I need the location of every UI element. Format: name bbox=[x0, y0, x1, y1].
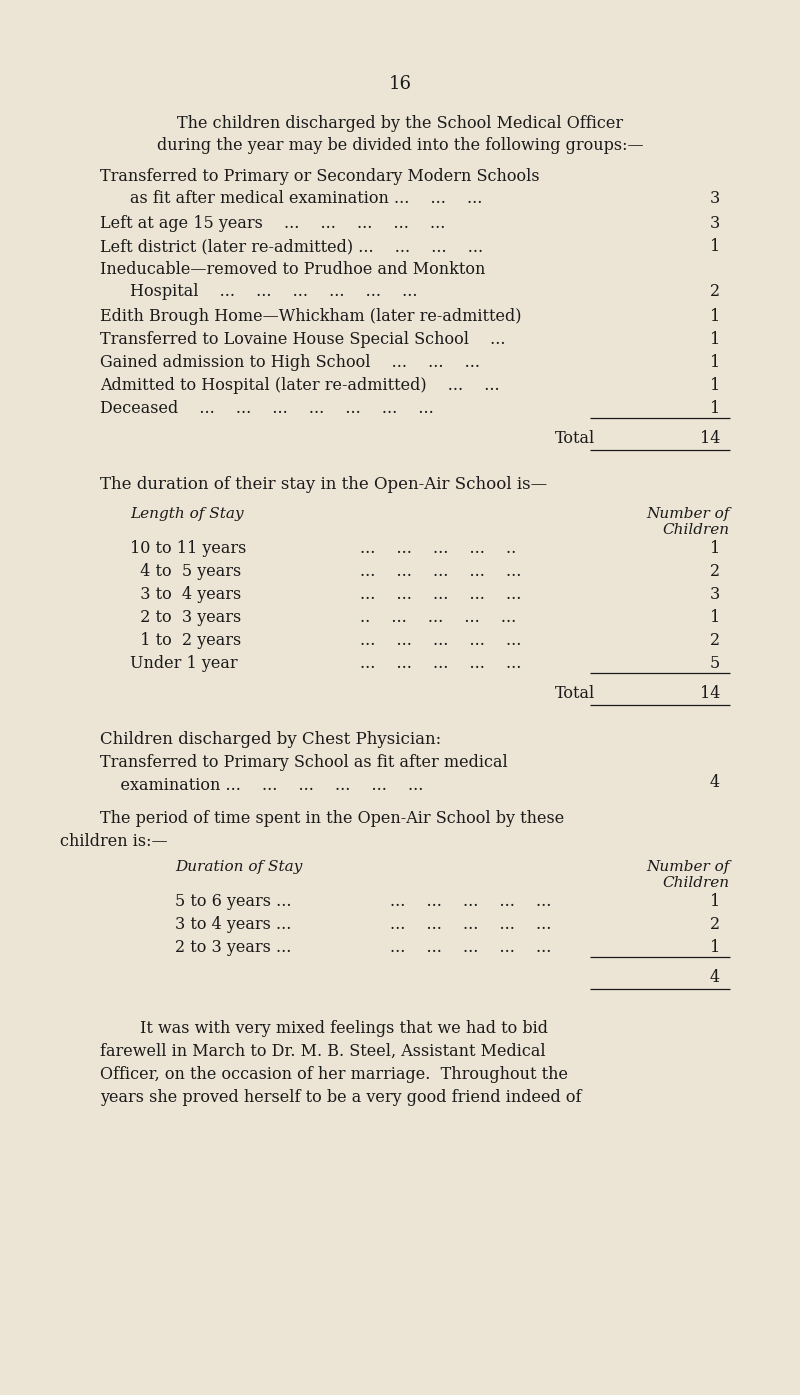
Text: Left district (later re-admitted) ...  ...  ...  ...: Left district (later re-admitted) ... ..… bbox=[100, 239, 483, 255]
Text: Under 1 year: Under 1 year bbox=[130, 656, 238, 672]
Text: 1: 1 bbox=[710, 939, 720, 956]
Text: ..  ...  ...  ...  ...: .. ... ... ... ... bbox=[360, 610, 516, 626]
Text: ...  ...  ...  ...  ...: ... ... ... ... ... bbox=[360, 656, 522, 672]
Text: Transferred to Primary or Secondary Modern Schools: Transferred to Primary or Secondary Mode… bbox=[100, 167, 540, 186]
Text: 2 to  3 years: 2 to 3 years bbox=[130, 610, 242, 626]
Text: Children discharged by Chest Physician:: Children discharged by Chest Physician: bbox=[100, 731, 442, 748]
Text: 2: 2 bbox=[710, 632, 720, 649]
Text: ...  ...  ...  ...  ...: ... ... ... ... ... bbox=[390, 893, 551, 910]
Text: 1: 1 bbox=[710, 893, 720, 910]
Text: 1: 1 bbox=[710, 540, 720, 557]
Text: 2: 2 bbox=[710, 564, 720, 580]
Text: during the year may be divided into the following groups:—: during the year may be divided into the … bbox=[157, 137, 643, 153]
Text: 1: 1 bbox=[710, 400, 720, 417]
Text: 3 to 4 years ...: 3 to 4 years ... bbox=[175, 917, 291, 933]
Text: Children: Children bbox=[663, 523, 730, 537]
Text: Left at age 15 years  ...  ...  ...  ...  ...: Left at age 15 years ... ... ... ... ... bbox=[100, 215, 446, 232]
Text: Total: Total bbox=[555, 685, 595, 702]
Text: Hospital  ...  ...  ...  ...  ...  ...: Hospital ... ... ... ... ... ... bbox=[130, 283, 418, 300]
Text: 1: 1 bbox=[710, 354, 720, 371]
Text: 3: 3 bbox=[710, 215, 720, 232]
Text: Children: Children bbox=[663, 876, 730, 890]
Text: ...  ...  ...  ...  ...: ... ... ... ... ... bbox=[390, 939, 551, 956]
Text: 2: 2 bbox=[710, 283, 720, 300]
Text: Deceased  ...  ...  ...  ...  ...  ...  ...: Deceased ... ... ... ... ... ... ... bbox=[100, 400, 434, 417]
Text: 2: 2 bbox=[710, 917, 720, 933]
Text: Total: Total bbox=[555, 430, 595, 446]
Text: Admitted to Hospital (later re-admitted)  ...  ...: Admitted to Hospital (later re-admitted)… bbox=[100, 377, 500, 393]
Text: Number of: Number of bbox=[646, 506, 730, 520]
Text: ...  ...  ...  ...  ..: ... ... ... ... .. bbox=[360, 540, 516, 557]
Text: Ineducable—removed to Prudhoe and Monkton: Ineducable—removed to Prudhoe and Monkto… bbox=[100, 261, 486, 278]
Text: 16: 16 bbox=[389, 75, 411, 93]
Text: farewell in March to Dr. M. B. Steel, Assistant Medical: farewell in March to Dr. M. B. Steel, As… bbox=[100, 1043, 546, 1060]
Text: examination ...  ...  ...  ...  ...  ...: examination ... ... ... ... ... ... bbox=[100, 777, 423, 794]
Text: Officer, on the occasion of her marriage.  Throughout the: Officer, on the occasion of her marriage… bbox=[100, 1066, 568, 1083]
Text: The period of time spent in the Open-Air School by these: The period of time spent in the Open-Air… bbox=[100, 810, 564, 827]
Text: 3: 3 bbox=[710, 190, 720, 206]
Text: 1: 1 bbox=[710, 239, 720, 255]
Text: 5: 5 bbox=[710, 656, 720, 672]
Text: Duration of Stay: Duration of Stay bbox=[175, 859, 302, 875]
Text: ...  ...  ...  ...  ...: ... ... ... ... ... bbox=[360, 564, 522, 580]
Text: 4 to  5 years: 4 to 5 years bbox=[130, 564, 242, 580]
Text: 5 to 6 years ...: 5 to 6 years ... bbox=[175, 893, 291, 910]
Text: ...  ...  ...  ...  ...: ... ... ... ... ... bbox=[360, 632, 522, 649]
Text: 14: 14 bbox=[700, 430, 720, 446]
Text: The children discharged by the School Medical Officer: The children discharged by the School Me… bbox=[177, 114, 623, 133]
Text: Gained admission to High School  ...  ...  ...: Gained admission to High School ... ... … bbox=[100, 354, 480, 371]
Text: Number of: Number of bbox=[646, 859, 730, 875]
Text: 10 to 11 years: 10 to 11 years bbox=[130, 540, 246, 557]
Text: 14: 14 bbox=[700, 685, 720, 702]
Text: 4: 4 bbox=[710, 970, 720, 986]
Text: The duration of their stay in the Open-Air School is—: The duration of their stay in the Open-A… bbox=[100, 476, 547, 492]
Text: 3: 3 bbox=[710, 586, 720, 603]
Text: as fit after medical examination ...  ...  ...: as fit after medical examination ... ...… bbox=[130, 190, 482, 206]
Text: 1: 1 bbox=[710, 308, 720, 325]
Text: 1: 1 bbox=[710, 610, 720, 626]
Text: 1: 1 bbox=[710, 331, 720, 347]
Text: 2 to 3 years ...: 2 to 3 years ... bbox=[175, 939, 291, 956]
Text: Edith Brough Home—Whickham (later re-admitted): Edith Brough Home—Whickham (later re-adm… bbox=[100, 308, 522, 325]
Text: 1: 1 bbox=[710, 377, 720, 393]
Text: 4: 4 bbox=[710, 774, 720, 791]
Text: It was with very mixed feelings that we had to bid: It was with very mixed feelings that we … bbox=[140, 1020, 548, 1036]
Text: Length of Stay: Length of Stay bbox=[130, 506, 244, 520]
Text: 3 to  4 years: 3 to 4 years bbox=[130, 586, 242, 603]
Text: Transferred to Primary School as fit after medical: Transferred to Primary School as fit aft… bbox=[100, 755, 508, 771]
Text: years she proved herself to be a very good friend indeed of: years she proved herself to be a very go… bbox=[100, 1089, 582, 1106]
Text: ...  ...  ...  ...  ...: ... ... ... ... ... bbox=[390, 917, 551, 933]
Text: 1 to  2 years: 1 to 2 years bbox=[130, 632, 242, 649]
Text: Transferred to Lovaine House Special School  ...: Transferred to Lovaine House Special Sch… bbox=[100, 331, 506, 347]
Text: ...  ...  ...  ...  ...: ... ... ... ... ... bbox=[360, 586, 522, 603]
Text: children is:—: children is:— bbox=[60, 833, 168, 850]
